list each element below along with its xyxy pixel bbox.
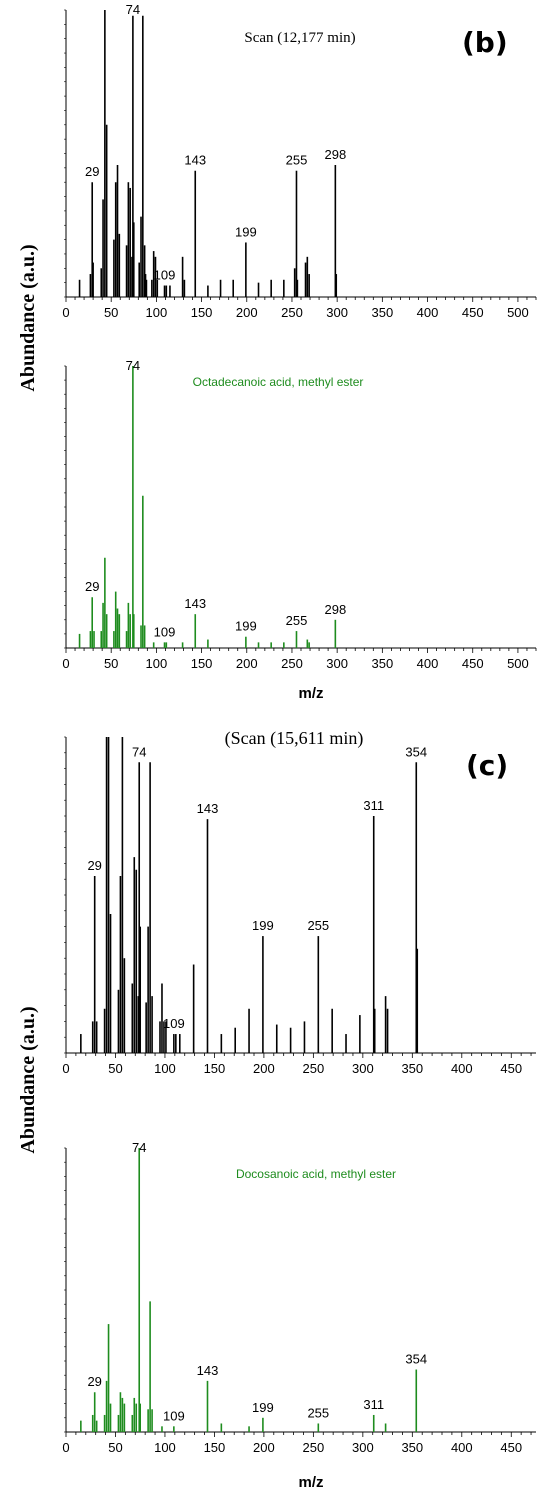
x-tick-label: 50: [104, 656, 118, 671]
x-tick-label: 100: [146, 656, 168, 671]
x-tick-label: 350: [371, 305, 393, 320]
peak-label: 199: [235, 224, 257, 239]
x-tick-label: 200: [236, 656, 258, 671]
x-tick-label: 250: [281, 656, 303, 671]
x-tick-label: 300: [326, 305, 348, 320]
peak-label: 255: [286, 153, 308, 168]
panel-tag-c: (c): [466, 749, 508, 782]
peak-label: 298: [324, 602, 346, 617]
peak-label: 109: [163, 1408, 185, 1423]
x-tick-label: 350: [401, 1061, 423, 1076]
peak-label: 199: [235, 619, 257, 634]
spectrum-panel-4: 0 50 100 150 200 250 300 350 400 450 29 74 109 143 199…: [62, 1140, 536, 1455]
peak-label: 29: [85, 164, 99, 179]
peak-label: 255: [307, 1405, 329, 1420]
peak-label: 29: [85, 579, 99, 594]
x-tick-label: 450: [462, 656, 484, 671]
x-tick-label: 150: [191, 656, 213, 671]
peak-label: 74: [126, 2, 140, 17]
x-tick-label: 350: [371, 656, 393, 671]
x-axis-label-top: m/z: [298, 685, 323, 702]
x-tick-label: 200: [236, 305, 258, 320]
peak-label: 354: [405, 1352, 427, 1367]
x-tick-label: 100: [154, 1440, 176, 1455]
x-tick-label: 250: [281, 305, 303, 320]
spectrum-panel-3: 0 50 100 150 200 250 300 350 400 450 29 74 109 143 199…: [62, 728, 536, 1076]
x-tick-label: 150: [204, 1061, 226, 1076]
x-tick-label: 350: [401, 1440, 423, 1455]
peak-label: 143: [184, 596, 206, 611]
x-tick-label: 0: [62, 1440, 69, 1455]
compound-name: Docosanoic acid, methyl ester: [236, 1167, 396, 1181]
y-axis-label-top: Abundance (a.u.): [17, 244, 39, 391]
peak-label: 354: [405, 744, 427, 759]
peak-label: 29: [87, 858, 101, 873]
x-tick-label: 200: [253, 1440, 275, 1455]
x-axis-label-bottom: m/z: [298, 1474, 323, 1491]
peak-label: 311: [363, 798, 384, 813]
x-tick-label: 200: [253, 1061, 275, 1076]
x-tick-label: 300: [326, 656, 348, 671]
x-tick-label: 0: [62, 1061, 69, 1076]
peak-label: 143: [184, 153, 206, 168]
peak-label: 74: [126, 358, 140, 373]
peak-label: 74: [132, 1140, 146, 1155]
peak-label: 109: [163, 1016, 185, 1031]
y-axis-label-bottom: Abundance (a.u.): [17, 1006, 39, 1153]
scan-title: (Scan (15,611 min): [225, 728, 364, 749]
x-tick-label: 250: [303, 1061, 325, 1076]
x-tick-label: 100: [154, 1061, 176, 1076]
scan-title: Scan (12,177 min): [244, 30, 355, 46]
panel-tag-b: (b): [462, 26, 508, 59]
peak-label: 199: [252, 1400, 274, 1415]
x-tick-label: 400: [417, 656, 439, 671]
x-tick-label: 450: [462, 305, 484, 320]
x-tick-label: 300: [352, 1061, 374, 1076]
x-tick-label: 250: [303, 1440, 325, 1455]
peak-label: 29: [87, 1374, 101, 1389]
peak-label: 143: [197, 1363, 219, 1378]
x-tick-label: 450: [500, 1440, 522, 1455]
x-tick-label: 450: [500, 1061, 522, 1076]
compound-name: Octadecanoic acid, methyl ester: [193, 375, 364, 389]
x-tick-label: 500: [507, 656, 529, 671]
x-tick-label: 150: [191, 305, 213, 320]
x-tick-label: 50: [108, 1440, 122, 1455]
spectrum-panel-2: 0 50 100 150 200 250 300 350 400 450 500 29 74 109 143…: [62, 358, 537, 671]
peak-label: 109: [154, 624, 176, 639]
peak-label: 255: [307, 918, 329, 933]
x-tick-label: 100: [146, 305, 168, 320]
x-tick-label: 150: [204, 1440, 226, 1455]
x-tick-label: 50: [104, 305, 118, 320]
peak-label: 199: [252, 918, 274, 933]
peak-label: 109: [154, 268, 176, 283]
peak-label: 143: [197, 801, 219, 816]
x-tick-label: 500: [507, 305, 529, 320]
x-tick-label: 0: [62, 305, 69, 320]
x-tick-label: 400: [417, 305, 439, 320]
x-tick-label: 300: [352, 1440, 374, 1455]
peak-label: 311: [363, 1397, 384, 1412]
peak-label: 255: [286, 613, 308, 628]
x-tick-label: 400: [451, 1061, 473, 1076]
x-tick-label: 400: [451, 1440, 473, 1455]
x-tick-label: 50: [108, 1061, 122, 1076]
peak-label: 298: [324, 147, 346, 162]
peak-label: 74: [132, 744, 146, 759]
x-tick-label: 0: [62, 656, 69, 671]
spectrum-panel-1: 0 50 100 150 200 250 300 350 400 450 500 29 74 109 143…: [62, 2, 537, 320]
